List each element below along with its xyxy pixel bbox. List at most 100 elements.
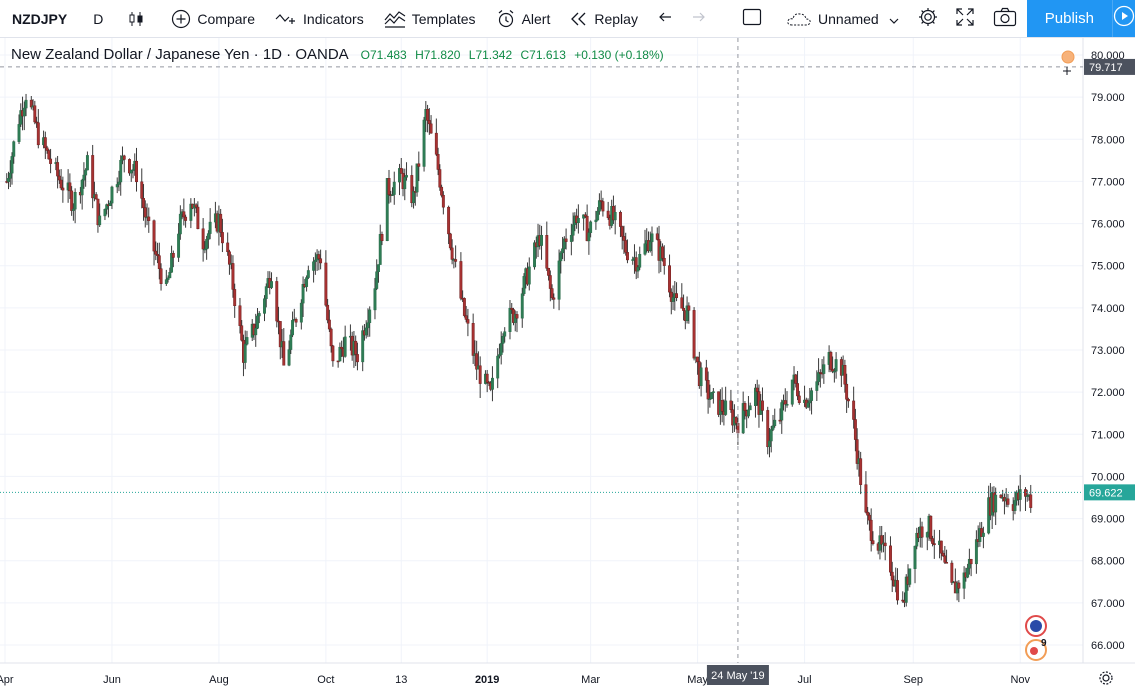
snapshot-button[interactable] — [983, 0, 1027, 37]
candle-body — [908, 568, 912, 585]
interval-select[interactable]: D — [93, 10, 104, 27]
candle-body — [103, 209, 107, 217]
candle — [771, 414, 775, 432]
candle — [682, 294, 686, 321]
templates-button[interactable]: Templates — [374, 0, 486, 37]
indicators-button[interactable]: Indicators — [265, 0, 374, 37]
time-tick-label: Aug — [209, 674, 229, 686]
candle — [184, 214, 188, 228]
symbol-search[interactable]: NZDJPY — [12, 10, 68, 27]
candle-body — [743, 403, 747, 411]
candle — [96, 198, 100, 233]
candle — [182, 198, 186, 226]
candle-body — [896, 580, 899, 601]
candle-body — [711, 391, 715, 393]
replay-button[interactable]: Replay — [560, 0, 648, 37]
candle — [142, 184, 145, 221]
candle-body — [275, 281, 279, 322]
candle-body — [263, 298, 266, 314]
candle-body — [864, 484, 868, 513]
chart-style-button[interactable] — [117, 0, 161, 37]
layout-menu[interactable]: Unnamed — [776, 0, 909, 37]
candle — [7, 171, 10, 190]
candle — [925, 531, 929, 551]
redo-button[interactable] — [686, 0, 716, 37]
candle — [545, 221, 549, 271]
candle — [361, 325, 365, 372]
select-tool-button[interactable] — [728, 0, 776, 37]
candle — [105, 203, 109, 215]
undo-button[interactable] — [648, 0, 686, 37]
candle-body — [466, 319, 470, 324]
candle-body — [846, 399, 850, 402]
crosshair-date-label: 24 May '19 — [711, 670, 764, 682]
replay-play-button[interactable] — [1111, 0, 1135, 37]
rewind-icon — [570, 11, 588, 27]
candle — [398, 163, 401, 196]
candle-body — [313, 259, 317, 262]
candle-body — [366, 322, 370, 329]
candle — [238, 297, 242, 334]
candle — [448, 232, 452, 251]
candle-body — [287, 349, 291, 366]
candle-body — [915, 532, 919, 547]
candle-body — [671, 297, 675, 302]
candle-body — [643, 243, 647, 255]
time-tick-label: 13 — [395, 674, 407, 686]
candle — [748, 402, 752, 411]
chart-pane[interactable]: 80.000 79.000 78.000 77.000 76.000 75.000 74.0… — [0, 38, 1135, 692]
candle — [520, 287, 524, 328]
candle — [908, 568, 912, 588]
candle-body — [547, 267, 551, 276]
compare-button[interactable]: Compare — [161, 0, 265, 37]
candle-body — [1025, 495, 1029, 497]
alert-marker[interactable] — [1061, 50, 1075, 64]
candle-body — [5, 181, 9, 183]
candle — [264, 283, 268, 308]
candle-body — [564, 238, 568, 242]
settings-button[interactable] — [909, 0, 947, 37]
chart-settings-button[interactable] — [1099, 671, 1113, 685]
candle — [129, 169, 133, 182]
candle — [808, 387, 812, 411]
candle — [80, 178, 84, 210]
candle — [98, 203, 102, 227]
candle — [220, 218, 224, 253]
events-badges[interactable]: 9 — [1025, 615, 1047, 661]
candle — [796, 371, 799, 401]
candle — [110, 185, 114, 210]
candle-body — [441, 194, 445, 208]
candle-body — [981, 532, 985, 537]
candle — [755, 379, 759, 406]
high-value: H71.820 — [415, 48, 461, 62]
candle-body — [35, 121, 39, 124]
candle — [226, 232, 230, 256]
candle-body — [597, 200, 601, 212]
candle — [904, 574, 908, 607]
candle — [720, 387, 724, 423]
candle-body — [734, 417, 738, 424]
publish-button[interactable]: Publish — [1026, 0, 1112, 37]
candle-body — [769, 429, 773, 442]
candle-body — [668, 265, 671, 293]
candle — [785, 391, 789, 408]
alert-button[interactable]: Alert — [486, 0, 561, 37]
candle-body — [317, 254, 321, 259]
candle — [441, 191, 445, 215]
candle-body — [832, 370, 836, 373]
plus-circle-icon — [171, 9, 191, 29]
candle-body — [98, 215, 102, 226]
candle-body — [704, 367, 708, 381]
candle-body — [687, 305, 691, 311]
candle — [734, 416, 738, 430]
candle-body — [378, 234, 382, 265]
candle-body — [440, 186, 444, 196]
candle-body — [520, 293, 524, 319]
fullscreen-button[interactable] — [947, 0, 983, 37]
price-chart[interactable]: 80.00079.00078.00077.00076.00075.00074.0… — [0, 38, 1135, 692]
candle-body — [817, 372, 821, 382]
templates-label: Templates — [411, 10, 476, 27]
candle — [706, 371, 710, 414]
indicators-label: Indicators — [303, 10, 364, 27]
candle — [462, 297, 466, 318]
